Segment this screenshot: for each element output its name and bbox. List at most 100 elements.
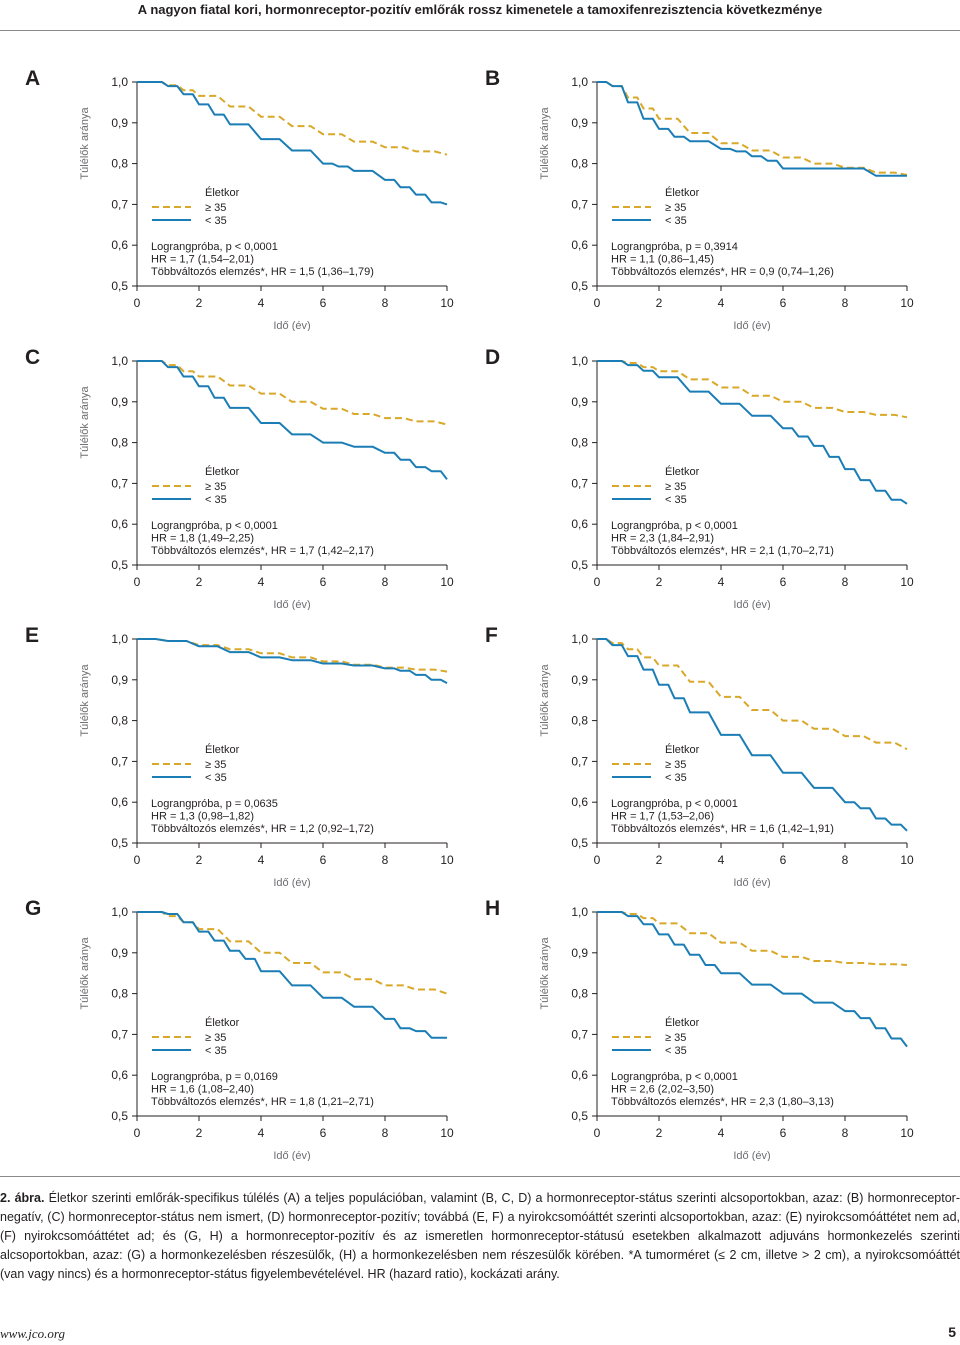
y-axis-title: Túlélők aránya [539, 107, 551, 180]
y-tick-label: 0,5 [571, 279, 588, 293]
stats-line: HR = 1,6 (1,08–2,40) [151, 1084, 254, 1096]
stats-line: Többváltozós elemzés*, HR = 0,9 (0,74–1,… [611, 266, 834, 278]
y-tick-label: 0,8 [571, 157, 588, 171]
y-tick-label: 0,9 [111, 116, 128, 130]
x-tick-label: 10 [900, 575, 914, 589]
legend-label-lt35: < 35 [205, 1045, 227, 1057]
y-tick-label: 0,6 [571, 795, 588, 809]
legend-label-lt35: < 35 [205, 215, 227, 227]
curve-age-ge35 [137, 638, 448, 673]
y-tick-label: 0,7 [571, 754, 588, 768]
footer-url[interactable]: www.jco.org [0, 1326, 66, 1341]
x-tick-label: 0 [134, 1126, 141, 1140]
y-tick-label: 0,9 [571, 946, 588, 960]
legend-label-ge35: ≥ 35 [665, 481, 686, 493]
page-number: 5 [948, 1324, 956, 1340]
y-tick-label: 0,5 [111, 1109, 128, 1123]
legend-title: Életkor [665, 465, 700, 478]
header-divider [0, 30, 960, 31]
stats-line: Többváltozós elemzés*, HR = 1,2 (0,92–1,… [151, 823, 374, 835]
stats-line: Lograngpróba, p < 0,0001 [611, 520, 738, 532]
stats-line: HR = 1,7 (1,53–2,06) [611, 811, 714, 823]
y-tick-label: 0,9 [111, 395, 128, 409]
y-tick-label: 1,0 [111, 354, 128, 368]
x-tick-label: 0 [594, 1126, 601, 1140]
x-tick-label: 0 [594, 575, 601, 589]
chart-h: H Túlélők aránya 1,0 0,9 0,8 0,7 0,6 0,5 0 2 4 6 8 10… [485, 897, 914, 1161]
legend-label-ge35: ≥ 35 [205, 759, 226, 771]
x-tick-label: 8 [382, 1126, 389, 1140]
x-tick-label: 10 [440, 1126, 454, 1140]
y-axis-title: Túlélők aránya [539, 664, 551, 737]
panel-letter: F [485, 624, 498, 647]
x-tick-label: 10 [440, 575, 454, 589]
legend-label-ge35: ≥ 35 [205, 481, 226, 493]
y-tick-label: 0,6 [111, 795, 128, 809]
caption-divider [0, 1176, 960, 1177]
y-tick-label: 0,7 [111, 1027, 128, 1041]
y-axis-title: Túlélők aránya [539, 937, 551, 1010]
x-axis-title: Idő (év) [273, 599, 310, 610]
x-tick-label: 2 [656, 1126, 663, 1140]
x-tick-label: 8 [382, 296, 389, 310]
stats-line: Többváltozós elemzés*, HR = 1,8 (1,21–2,… [151, 1096, 374, 1108]
x-tick-label: 2 [656, 853, 663, 867]
x-tick-label: 0 [594, 853, 601, 867]
y-tick-label: 0,8 [111, 157, 128, 171]
y-tick-label: 0,8 [111, 714, 128, 728]
x-tick-label: 6 [320, 296, 327, 310]
x-tick-label: 4 [258, 575, 265, 589]
x-tick-label: 6 [780, 296, 787, 310]
y-tick-label: 0,9 [571, 395, 588, 409]
y-axis-title: Túlélők aránya [79, 107, 91, 180]
y-tick-label: 0,6 [571, 1068, 588, 1082]
chart-c: C Túlélők aránya 1,0 0,9 0,8 0,7 0,6 0,5 0 2 4 6 8 10… [25, 346, 454, 610]
legend-label-ge35: ≥ 35 [665, 1032, 686, 1044]
panel-letter: E [25, 624, 39, 647]
x-tick-label: 4 [718, 1126, 725, 1140]
x-tick-label: 0 [134, 296, 141, 310]
y-axis-title: Túlélők aránya [79, 937, 91, 1010]
legend-title: Életkor [205, 1016, 240, 1029]
stats-line: Többváltozós elemzés*, HR = 1,7 (1,42–2,… [151, 545, 374, 557]
y-tick-label: 0,9 [111, 946, 128, 960]
y-tick-label: 0,5 [111, 279, 128, 293]
x-tick-label: 4 [258, 296, 265, 310]
legend-label-ge35: ≥ 35 [665, 202, 686, 214]
stats-line: Lograngpróba, p < 0,0001 [151, 241, 278, 253]
y-tick-label: 1,0 [111, 905, 128, 919]
x-axis-title: Idő (év) [733, 1150, 770, 1161]
stats-line: HR = 1,1 (0,86–1,45) [611, 254, 714, 266]
x-tick-label: 6 [780, 575, 787, 589]
x-tick-label: 8 [842, 853, 849, 867]
y-tick-label: 1,0 [111, 75, 128, 89]
y-tick-label: 0,7 [571, 197, 588, 211]
stats-line: HR = 2,6 (2,02–3,50) [611, 1084, 714, 1096]
caption-label: 2. ábra. [0, 1191, 45, 1205]
chart-a: A Túlélők aránya 1,0 0,9 0,8 0,7 0,6 0,5 0 2 4 6 8 10… [25, 67, 454, 331]
stats-line: Lograngpróba, p = 0,3914 [611, 241, 738, 253]
x-tick-label: 2 [196, 853, 203, 867]
curve-age-lt35 [597, 911, 908, 1048]
curve-age-ge35 [597, 81, 908, 176]
x-tick-label: 8 [842, 296, 849, 310]
chart-e: E Túlélők aránya 1,0 0,9 0,8 0,7 0,6 0,5 0 2 4 6 8 10… [25, 624, 454, 888]
x-tick-label: 2 [196, 1126, 203, 1140]
legend-title: Életkor [205, 186, 240, 199]
curve-age-lt35 [137, 81, 448, 206]
x-tick-label: 8 [842, 1126, 849, 1140]
x-tick-label: 4 [258, 853, 265, 867]
y-tick-label: 0,8 [111, 436, 128, 450]
y-tick-label: 0,9 [111, 673, 128, 687]
y-tick-label: 1,0 [111, 632, 128, 646]
x-tick-label: 8 [382, 853, 389, 867]
panel-a: A Túlélők aránya 1,0 0,9 0,8 0,7 0,6 0,5 0 2 4 6 8 10… [15, 55, 485, 331]
y-tick-label: 0,7 [571, 476, 588, 490]
y-tick-label: 0,6 [111, 1068, 128, 1082]
y-tick-label: 0,5 [571, 1109, 588, 1123]
x-tick-label: 2 [656, 296, 663, 310]
x-axis-title: Idő (év) [273, 320, 310, 331]
y-tick-label: 0,5 [111, 836, 128, 850]
panel-f: F Túlélők aránya 1,0 0,9 0,8 0,7 0,6 0,5 0 2 4 6 8 10… [475, 612, 945, 888]
panel-letter: H [485, 897, 500, 920]
